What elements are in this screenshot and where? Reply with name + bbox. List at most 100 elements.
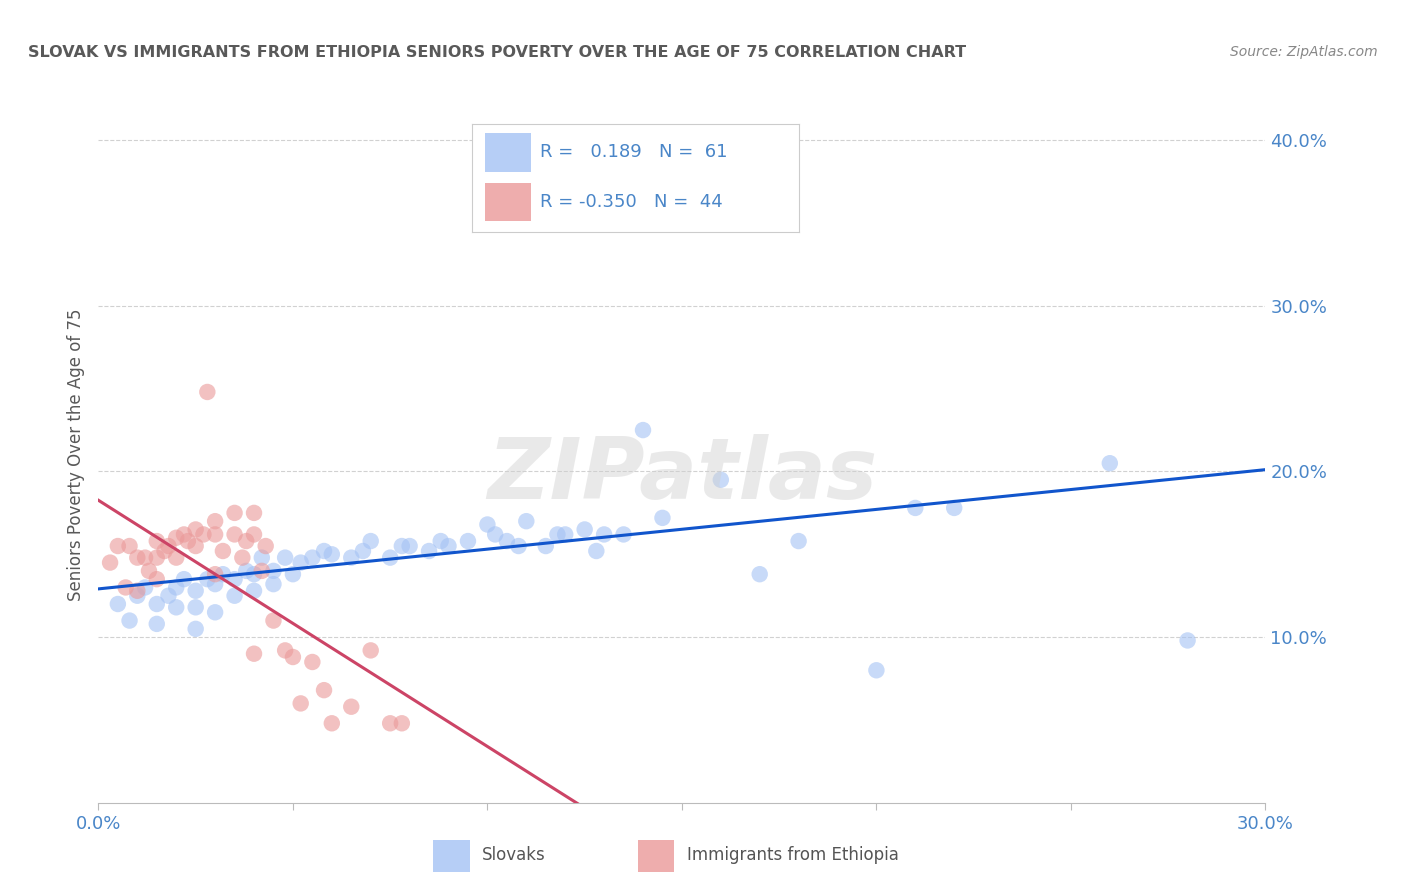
Point [312,544,335,558]
Y-axis label: Seniors Poverty Over the Age of 75: Seniors Poverty Over the Age of 75 [66,309,84,601]
Point [243,583,266,598]
Point [593,527,616,541]
Point [224,527,246,541]
Point [134,581,156,595]
Text: SLOVAK VS IMMIGRANTS FROM ETHIOPIA SENIORS POVERTY OVER THE AGE OF 75 CORRELATIO: SLOVAK VS IMMIGRANTS FROM ETHIOPIA SENIO… [28,45,966,60]
Point [546,527,568,541]
Point [184,539,207,553]
Point [254,539,277,553]
Point [107,597,129,611]
Point [173,527,195,541]
Point [585,544,607,558]
Point [391,716,413,731]
Point [457,534,479,549]
Point [98,556,121,570]
Point [146,597,169,611]
Point [301,655,323,669]
Point [437,539,460,553]
Point [281,650,304,665]
Point [484,527,506,541]
Point [165,550,187,565]
Point [418,544,440,558]
Point [380,550,402,565]
Point [224,589,246,603]
Point [429,534,451,549]
Point [398,539,420,553]
Text: Source: ZipAtlas.com: Source: ZipAtlas.com [1230,45,1378,59]
Point [865,663,887,677]
Point [262,577,284,591]
Point [312,683,335,698]
Point [157,539,180,553]
Point [184,600,207,615]
Point [496,534,519,549]
Point [651,511,673,525]
Point [118,539,141,553]
Point [274,550,297,565]
Point [173,572,195,586]
Point [243,567,266,582]
Point [235,564,257,578]
Point [184,583,207,598]
Point [321,716,343,731]
Point [134,550,156,565]
Point [1098,456,1121,470]
Point [340,699,363,714]
Point [574,523,596,537]
Point [554,527,576,541]
Point [146,534,169,549]
Point [177,534,200,549]
Point [165,581,187,595]
Point [184,622,207,636]
Point [107,539,129,553]
Point [1177,633,1199,648]
Point [243,647,266,661]
Point [127,583,149,598]
Point [290,556,312,570]
Point [274,643,297,657]
Point [138,564,160,578]
Point [146,572,169,586]
Point [204,605,226,619]
Point [224,506,246,520]
Point [146,550,169,565]
Point [281,567,304,582]
Point [127,550,149,565]
Point [290,697,312,711]
Point [508,539,530,553]
Point [195,384,218,399]
Point [360,534,382,549]
Point [157,589,180,603]
Point [943,500,966,515]
Point [301,550,323,565]
Point [204,567,226,582]
Point [477,517,499,532]
Point [204,514,226,528]
Point [321,547,343,561]
Point [212,544,235,558]
Text: ZIPatlas: ZIPatlas [486,434,877,517]
Point [613,527,636,541]
Point [250,564,273,578]
Point [114,581,136,595]
Point [380,716,402,731]
Point [787,534,810,549]
Point [243,527,266,541]
Point [262,564,284,578]
Point [710,473,733,487]
Point [224,572,246,586]
Point [212,567,235,582]
Point [118,614,141,628]
Point [127,589,149,603]
Point [360,643,382,657]
Point [165,600,187,615]
Point [153,544,176,558]
Point [631,423,654,437]
Point [534,539,557,553]
Point [262,614,284,628]
Point [165,531,187,545]
Point [748,567,770,582]
Point [231,550,253,565]
Point [235,534,257,549]
Point [340,550,363,565]
